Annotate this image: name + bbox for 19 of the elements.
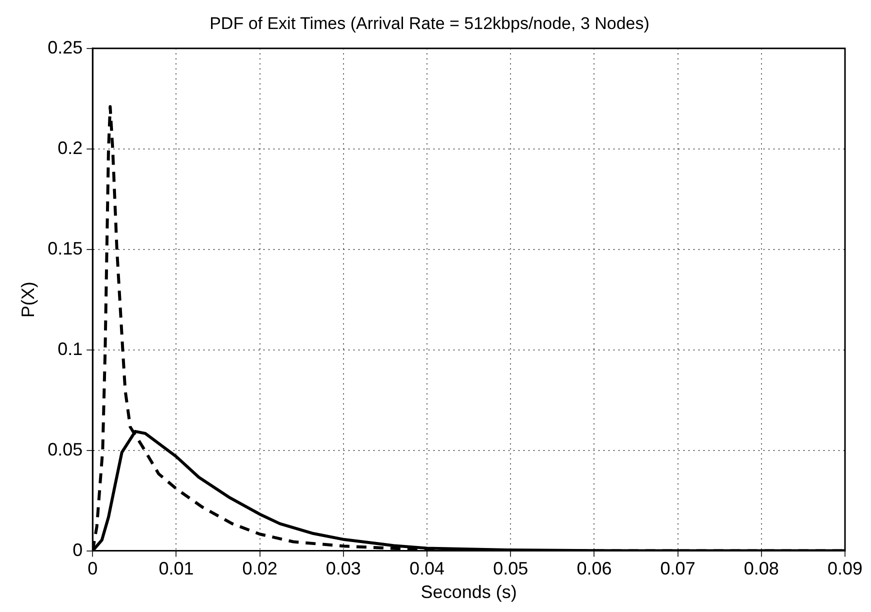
chart-title: PDF of Exit Times (Arrival Rate = 512kbps/node, 3 Nodes) (210, 14, 650, 33)
x-tick-label: 0.05 (493, 558, 528, 579)
x-tick-label: 0.02 (242, 558, 278, 579)
x-tick-label: 0.03 (326, 558, 361, 579)
x-tick-label: 0.01 (158, 558, 194, 579)
x-tick-label: 0.04 (409, 558, 445, 579)
x-tick-label: 0.07 (660, 558, 696, 579)
x-tick-label: 0.06 (576, 558, 612, 579)
y-tick-label: 0.15 (48, 238, 83, 258)
x-axis-title: Seconds (s) (420, 582, 517, 602)
x-tick-label: 0.08 (744, 558, 779, 579)
y-axis-title: P(X) (18, 282, 38, 318)
x-tick-label: 0.09 (827, 558, 863, 579)
x-tick-label: 0 (88, 558, 98, 579)
y-tick-label: 0.05 (48, 439, 83, 460)
y-tick-label: 0.1 (58, 338, 83, 359)
y-tick-label: 0.2 (58, 138, 83, 158)
y-tick-label: 0 (72, 540, 83, 560)
y-tick-label: 0.25 (48, 37, 83, 58)
